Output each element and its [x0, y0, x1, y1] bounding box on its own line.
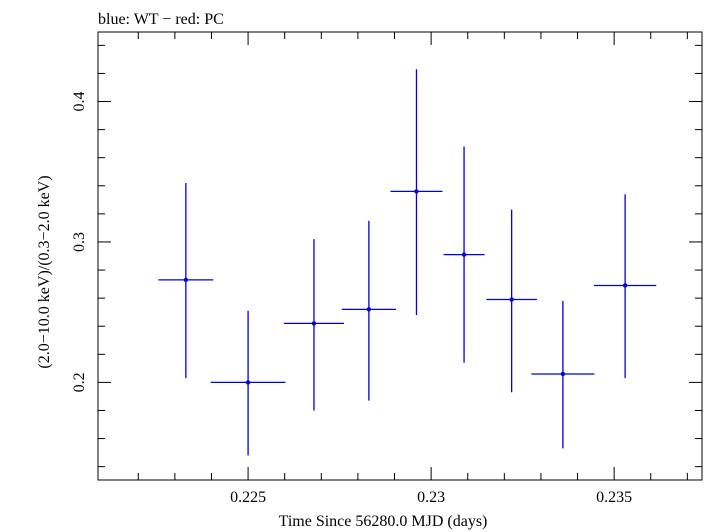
x-axis-label: Time Since 56280.0 MJD (days) — [279, 513, 488, 530]
plot-frame — [97, 31, 703, 481]
point-marker — [622, 283, 628, 288]
data-point — [341, 220, 396, 401]
point-marker — [366, 307, 372, 312]
x-tick-label: 0.225 — [230, 489, 266, 506]
x-tick-label: 0.235 — [596, 489, 632, 506]
data-point — [486, 209, 537, 393]
point-marker — [461, 252, 467, 257]
point-marker — [311, 321, 317, 326]
y-axis-label: (2.0−10.0 keV)/(0.3−2.0 keV) — [36, 175, 53, 368]
data-point — [594, 194, 657, 379]
point-marker — [183, 277, 189, 283]
data-points — [158, 69, 657, 456]
point-marker — [245, 380, 251, 385]
data-point — [210, 310, 286, 456]
data-point — [283, 239, 344, 411]
data-point — [158, 182, 214, 379]
y-tick-label: 0.4 — [71, 92, 88, 112]
data-point — [531, 300, 595, 449]
chart-title: blue: WT − red: PC — [98, 11, 224, 28]
y-tick-label: 0.3 — [71, 232, 88, 252]
point-marker — [509, 297, 514, 302]
point-marker — [560, 371, 566, 377]
data-point — [390, 69, 443, 315]
data-point — [443, 146, 485, 363]
y-tick-label: 0.2 — [71, 372, 88, 392]
tick-labels: 0.225 0.23 0.235 0.2 0.3 0.4 — [71, 92, 632, 506]
axis-ticks — [98, 32, 702, 480]
x-tick-label: 0.23 — [417, 489, 445, 506]
point-marker — [414, 189, 419, 194]
